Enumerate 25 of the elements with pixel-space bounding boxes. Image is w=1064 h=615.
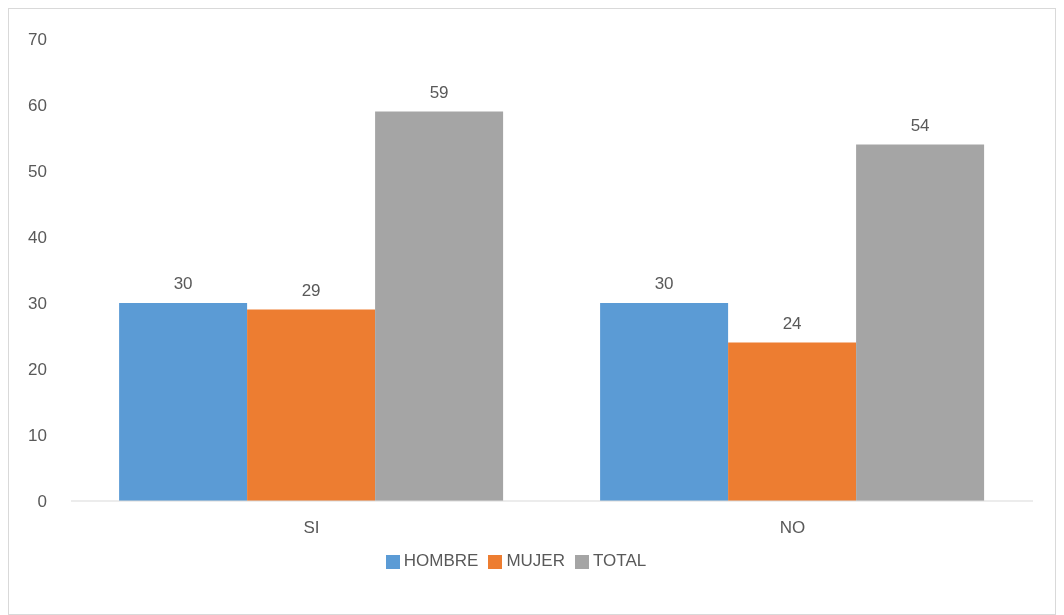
legend-label: MUJER [506,551,565,570]
data-label: 54 [910,115,930,135]
bar [856,144,985,501]
bar [728,342,857,501]
y-tick-label: 30 [28,294,47,314]
x-tick-label: SI [303,518,320,538]
bar [247,309,376,501]
legend-label: TOTAL [592,551,647,570]
bar [119,303,248,501]
bar [375,111,504,501]
y-tick-label: 20 [28,360,47,380]
y-tick-label: 50 [28,162,47,182]
data-label: 29 [301,280,321,300]
y-tick-label: 0 [37,492,47,512]
data-label: 30 [654,274,674,293]
y-tick-label: 10 [28,426,47,446]
data-label: 59 [429,82,449,102]
data-label: 24 [782,313,802,333]
y-tick-label: 60 [28,96,47,116]
y-tick-label: 40 [28,228,47,248]
legend-label: HOMBRE [403,551,479,570]
y-tick-label: 70 [28,30,47,50]
bar [600,303,729,501]
data-label: 30 [173,274,193,293]
x-tick-label: NO [779,518,806,538]
